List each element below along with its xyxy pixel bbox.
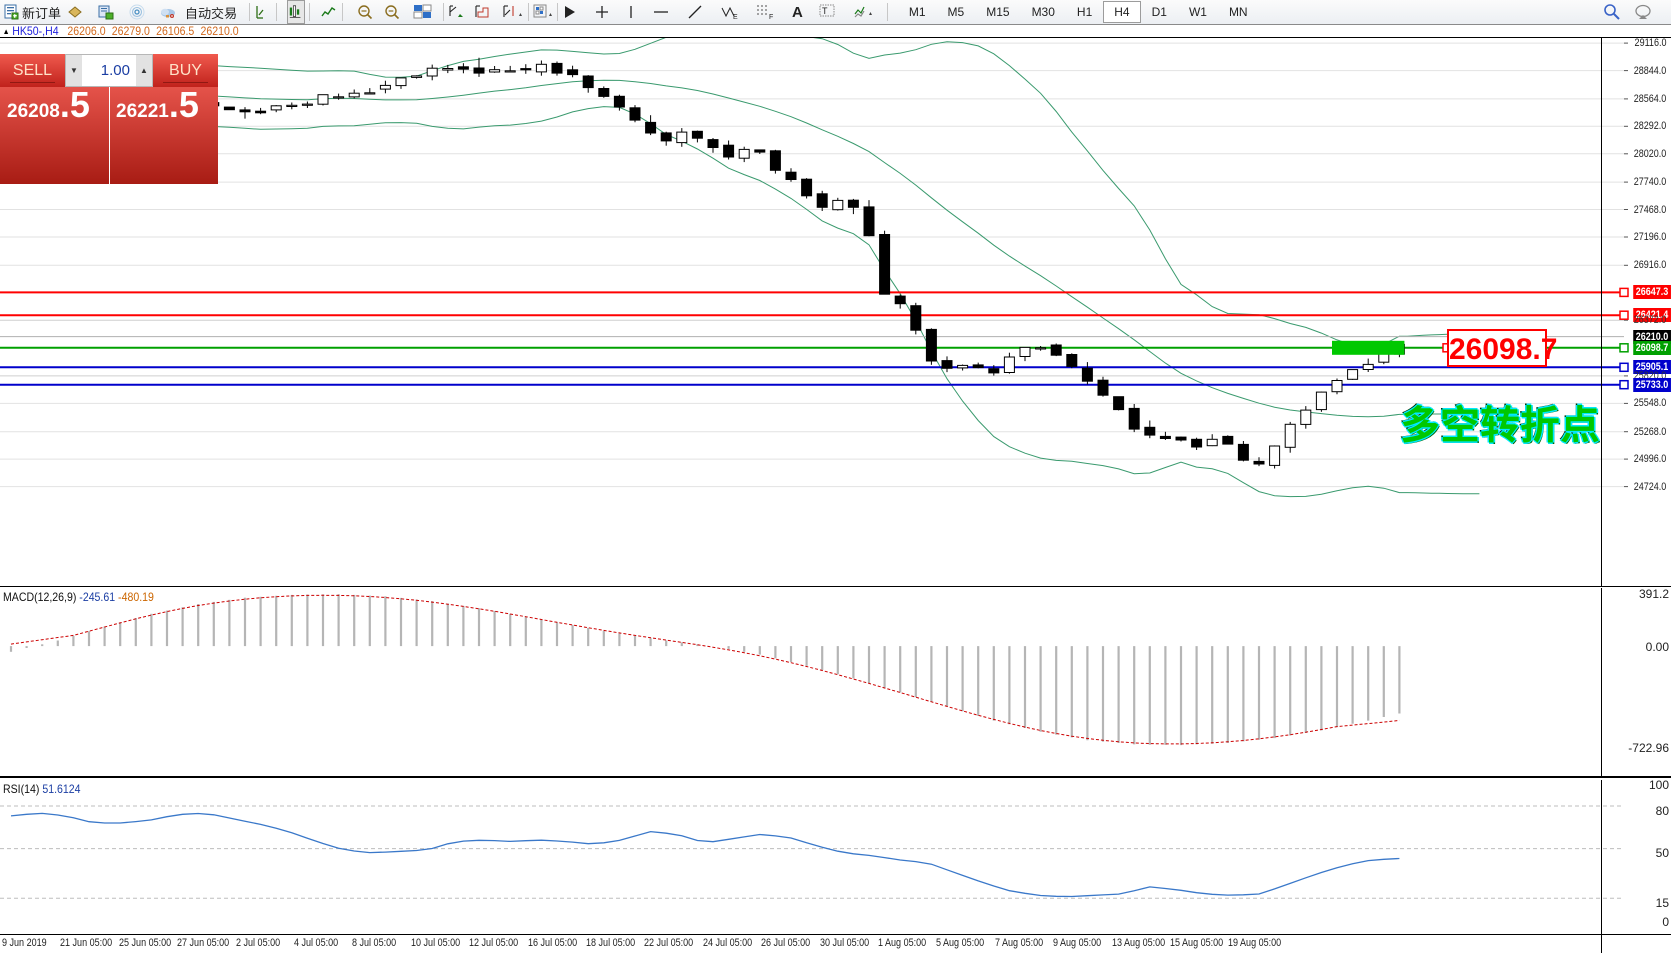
- svg-text:E: E: [733, 14, 738, 21]
- svg-text:T: T: [822, 6, 828, 16]
- svg-text:F: F: [769, 14, 773, 21]
